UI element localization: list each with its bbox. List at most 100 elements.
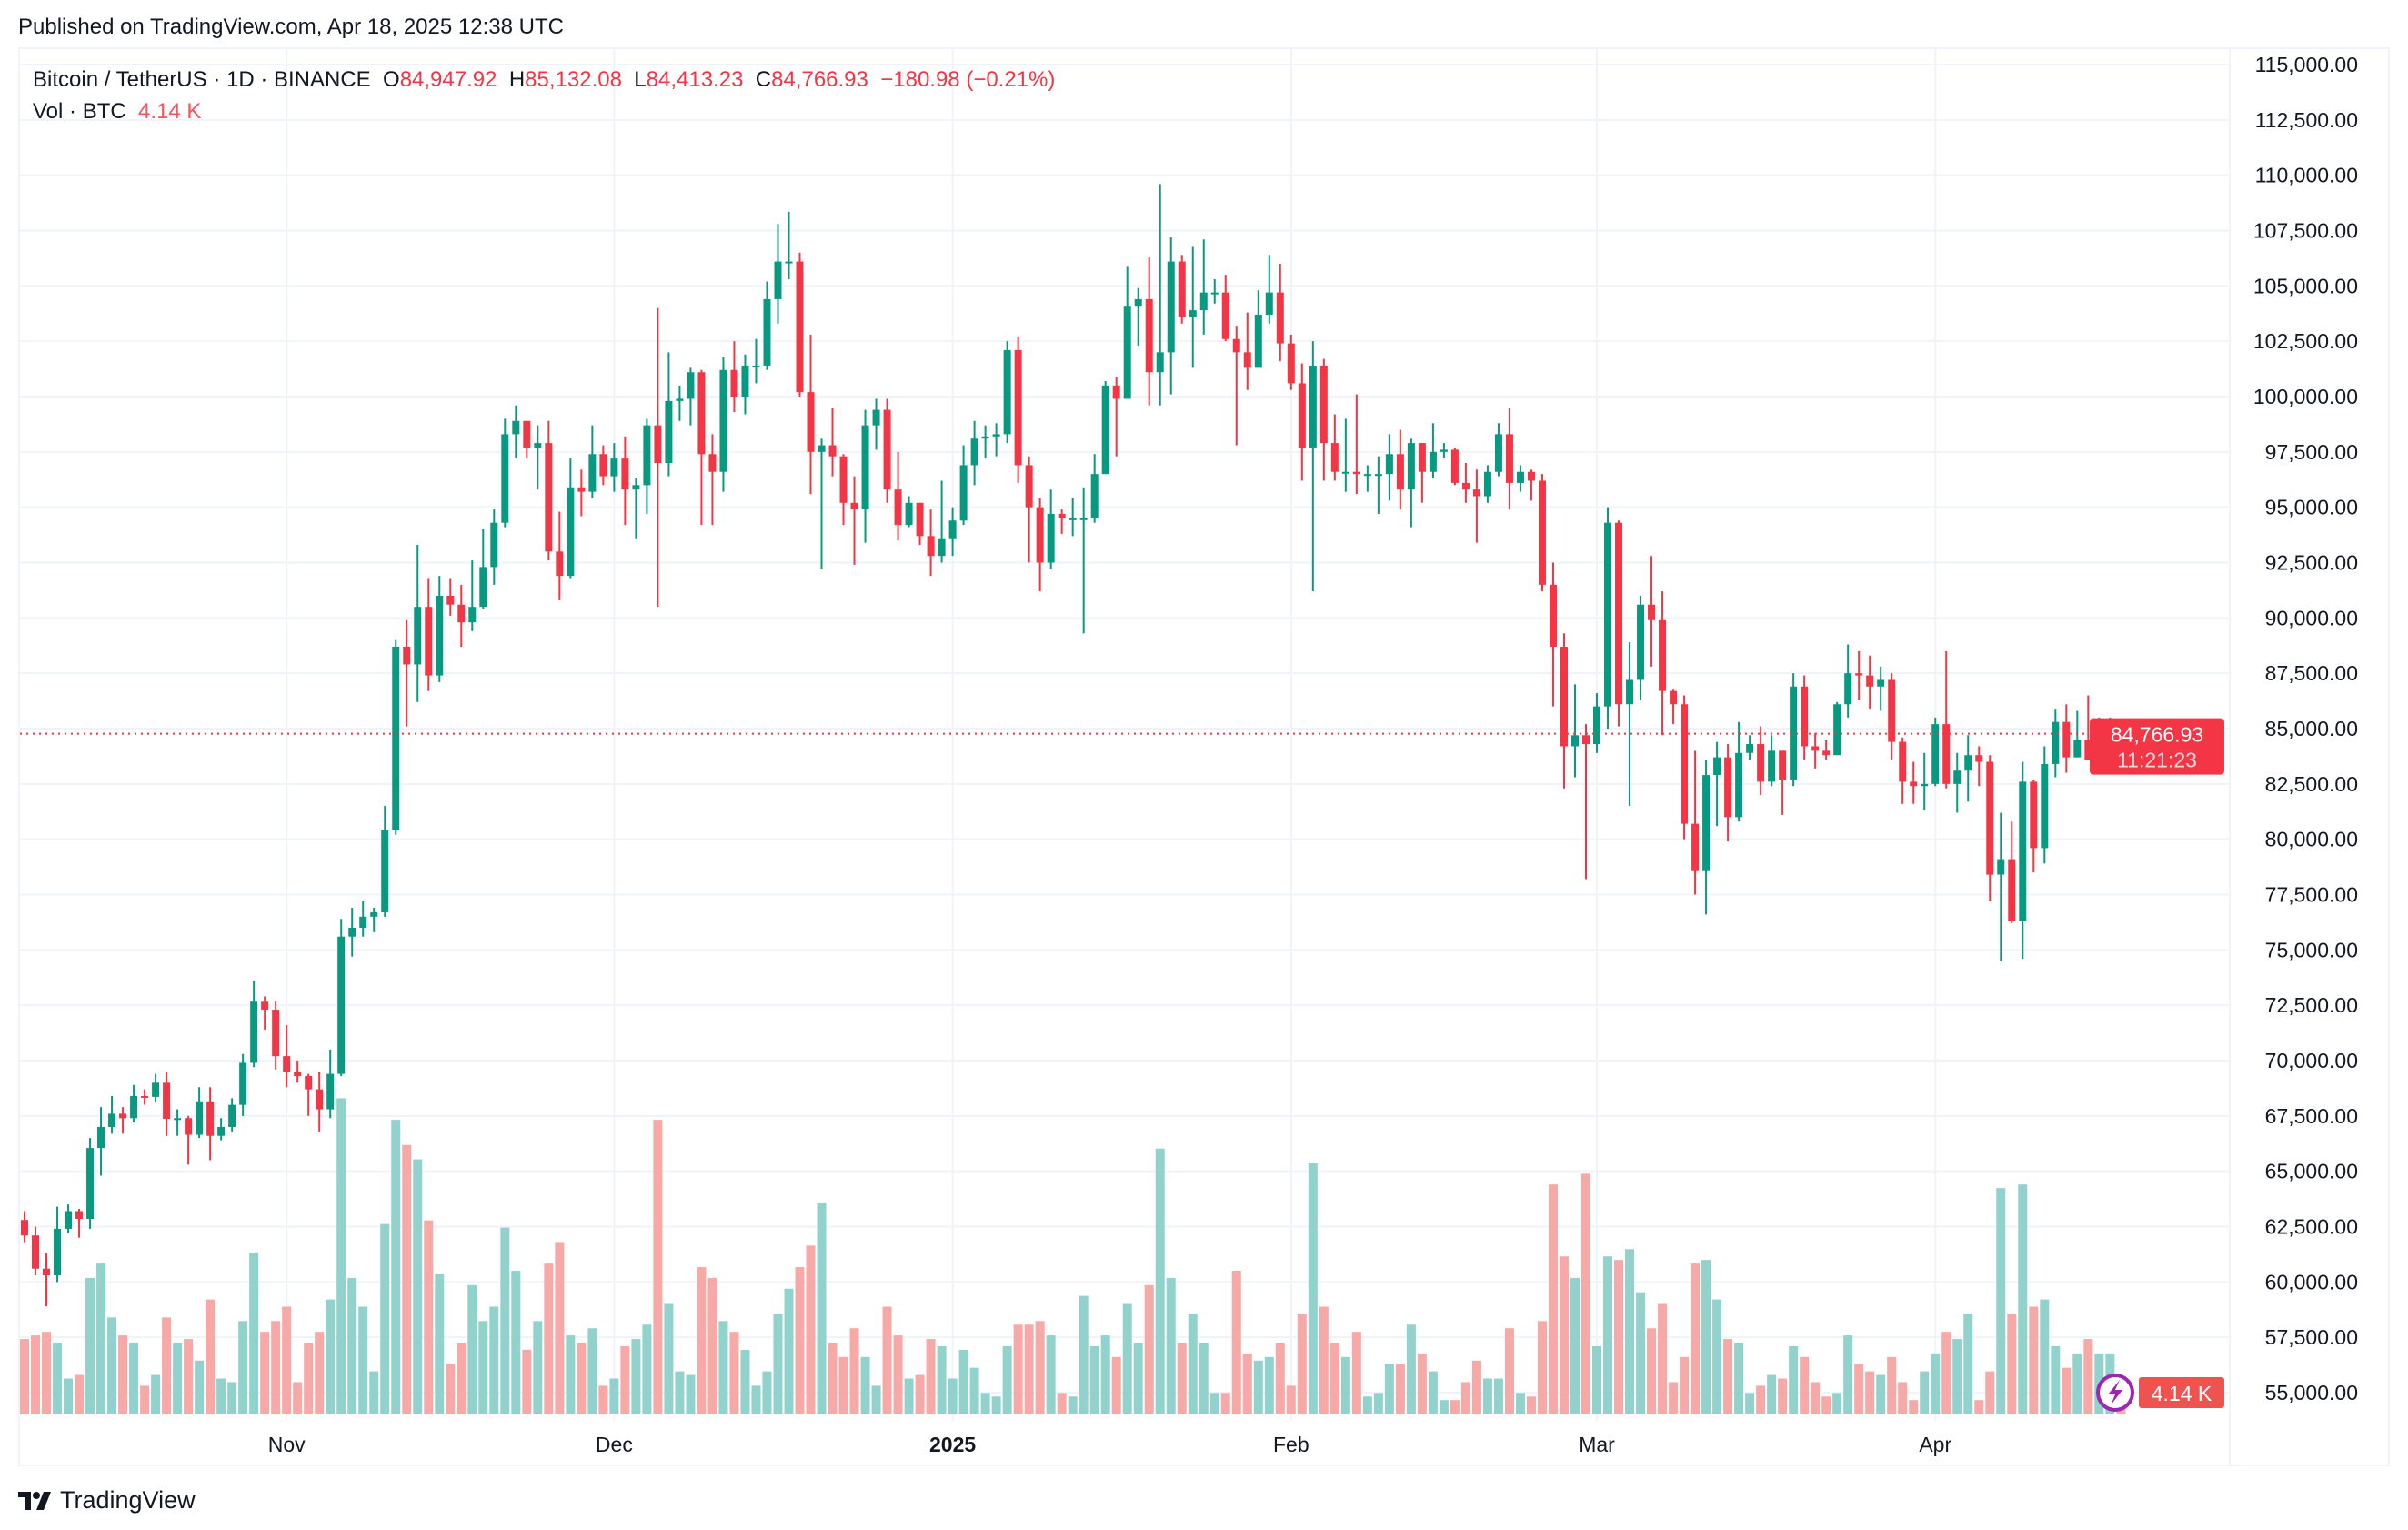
volume-bar xyxy=(1199,1343,1209,1414)
candle xyxy=(1604,507,1612,729)
volume-bar xyxy=(1592,1345,1602,1414)
candle-body xyxy=(1942,724,1951,784)
volume-bar xyxy=(2040,1299,2050,1414)
volume-bar xyxy=(1548,1184,1558,1414)
volume-bar xyxy=(75,1374,85,1414)
candle xyxy=(1986,755,1994,901)
candle-body xyxy=(534,443,542,448)
candle xyxy=(501,418,509,528)
candle xyxy=(959,445,968,526)
volume-bar xyxy=(435,1273,445,1414)
volume-bar xyxy=(140,1385,150,1414)
candle-body xyxy=(1167,261,1175,353)
volume-bar xyxy=(1974,1400,1984,1414)
price-tick-label: 72,500.00 xyxy=(2265,993,2358,1017)
candle xyxy=(185,1115,193,1165)
candle-body xyxy=(1363,474,1371,477)
candle xyxy=(1221,275,1229,342)
volume-bar xyxy=(162,1317,172,1414)
symbol-title[interactable]: Bitcoin / TetherUS · 1D · BINANCE xyxy=(33,67,371,92)
volume-bar xyxy=(31,1335,41,1414)
candle xyxy=(665,352,673,477)
candle xyxy=(523,420,531,459)
price-tick-label: 85,000.00 xyxy=(2265,717,2358,740)
candle xyxy=(348,908,356,957)
volume-bar xyxy=(1821,1396,1831,1414)
candle xyxy=(1637,596,1645,700)
candle xyxy=(490,509,498,585)
candle xyxy=(948,507,957,557)
candle-body xyxy=(1069,518,1077,520)
candle xyxy=(2052,709,2060,778)
volume-bar xyxy=(1832,1393,1842,1414)
candle-body xyxy=(1779,750,1787,780)
candle xyxy=(228,1098,236,1132)
volume-bar xyxy=(1177,1343,1187,1414)
volume-bar xyxy=(511,1271,521,1414)
candle xyxy=(283,1025,291,1088)
candle xyxy=(1385,434,1393,501)
volume-bar xyxy=(336,1098,346,1414)
candle-body xyxy=(239,1062,247,1105)
volume-bar xyxy=(598,1385,608,1414)
volume-bar xyxy=(1789,1345,1799,1414)
lightning-icon[interactable] xyxy=(2096,1374,2134,1412)
chart-pane[interactable] xyxy=(18,47,2390,1466)
volume-label[interactable]: Vol · BTC xyxy=(33,99,126,124)
price-axis[interactable]: 115,000.00 112,500.00 110,000.00 107,500.00… xyxy=(2253,53,2358,1404)
price-tick-label: 87,500.00 xyxy=(2265,661,2358,685)
candle xyxy=(1189,246,1197,368)
candle xyxy=(392,639,400,835)
candle xyxy=(1833,701,1841,756)
candle-body xyxy=(130,1095,138,1119)
price-tick-label: 102,500.00 xyxy=(2253,329,2358,353)
candle xyxy=(174,1109,182,1136)
volume-bar xyxy=(1155,1148,1165,1414)
volume-bar xyxy=(249,1253,259,1414)
tradingview-logo[interactable]: TradingView xyxy=(18,1486,196,1515)
candle-body xyxy=(861,425,869,510)
candle-body xyxy=(217,1127,226,1136)
candle-body xyxy=(501,434,509,523)
candle xyxy=(512,405,520,459)
volume-bar xyxy=(1384,1364,1394,1414)
volume-tag-value: 4.14 K xyxy=(2152,1382,2212,1405)
time-axis[interactable]: Nov Dec 2025 Feb Mar Apr xyxy=(268,1433,1952,1456)
volume-bar xyxy=(238,1321,248,1414)
candle-body xyxy=(883,409,891,490)
volume-bar xyxy=(817,1202,827,1414)
volume-bar xyxy=(1100,1335,1110,1414)
candle xyxy=(752,338,760,384)
candle xyxy=(1582,724,1590,880)
volume-bar xyxy=(1963,1314,1973,1414)
candle-body xyxy=(1090,474,1099,518)
volume-tag-bg xyxy=(2139,1377,2224,1408)
volume-bar xyxy=(282,1306,292,1414)
volume-bar xyxy=(1188,1314,1198,1414)
candle xyxy=(556,511,564,600)
candle-body xyxy=(1888,679,1896,742)
candle-body xyxy=(828,445,837,457)
candle-body xyxy=(337,936,346,1074)
candle-body xyxy=(665,400,673,463)
volume-bar xyxy=(1800,1356,1810,1414)
candle-body xyxy=(1341,471,1349,474)
candle-body xyxy=(556,551,564,577)
grid xyxy=(20,49,2230,1421)
candle xyxy=(326,1049,335,1119)
candle xyxy=(1702,760,1711,915)
candle xyxy=(938,480,946,563)
volume-value: 4.14 K xyxy=(138,99,202,124)
candle-body xyxy=(1123,306,1131,399)
time-tick-label: 2025 xyxy=(929,1433,976,1456)
price-tick-label: 100,000.00 xyxy=(2253,385,2358,408)
candle-body xyxy=(1232,338,1240,353)
volume-bar xyxy=(751,1385,761,1414)
candle xyxy=(1429,423,1437,479)
candle-body xyxy=(1472,489,1480,497)
candle-body xyxy=(818,445,826,452)
candle xyxy=(370,908,378,932)
candle xyxy=(294,1061,302,1083)
candle-body xyxy=(1003,349,1011,435)
